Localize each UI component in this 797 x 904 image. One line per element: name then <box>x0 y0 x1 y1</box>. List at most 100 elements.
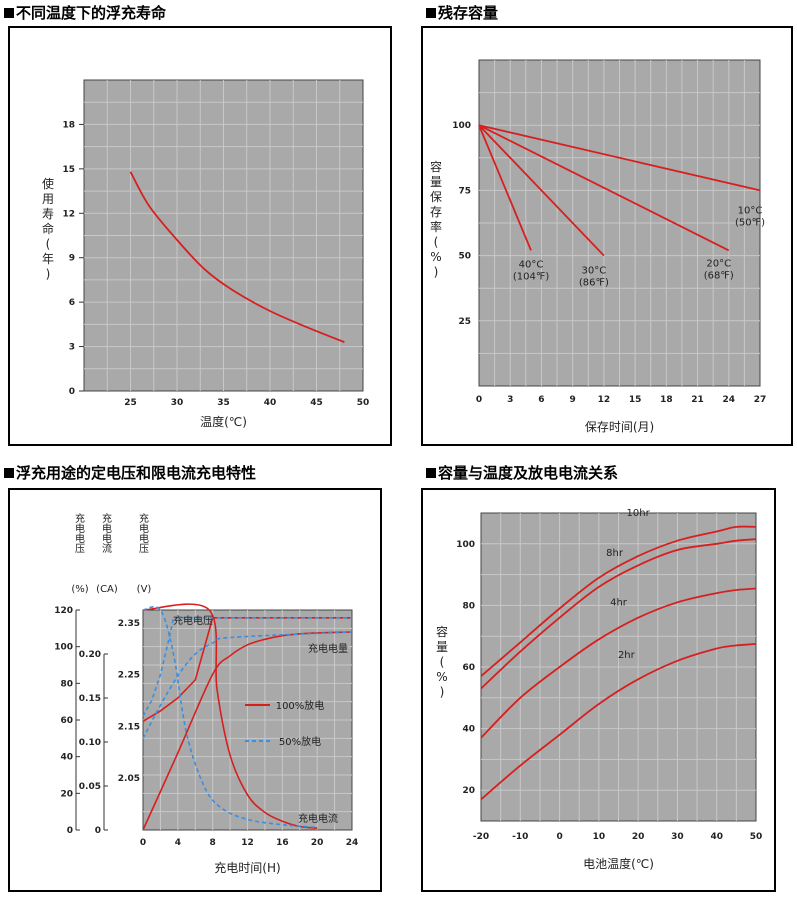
charging-x-tick: 0 <box>140 838 146 848</box>
residual-y-tick: 50 <box>458 252 471 262</box>
residual-temp-label: 30°C <box>582 266 607 277</box>
float-life-y-tick: 3 <box>69 343 75 353</box>
residual-ylabel-char: ) <box>434 265 439 279</box>
capacity-ylabel: 容量(%) <box>436 624 448 699</box>
capacity-y-tick: 20 <box>462 786 475 796</box>
residual-temp-label: 10°C <box>738 205 763 216</box>
charging-x-tick: 12 <box>241 838 254 848</box>
charging-ca-tick: 0.10 <box>79 738 101 748</box>
capacity-line-8hr <box>480 538 757 690</box>
capacity-title-text: 容量与温度及放电电流关系 <box>438 464 619 482</box>
residual-ylabel-char: 容 <box>430 159 442 174</box>
charging-pct-tick: 60 <box>60 716 73 726</box>
capacity-x-tick: 10 <box>593 832 606 842</box>
charging-line-current_50 <box>142 605 318 829</box>
charging-v-tick: 2.15 <box>118 722 140 732</box>
charging-v-unit: (V) <box>137 584 152 595</box>
charging-ca-tick: 0 <box>95 826 101 836</box>
bullet-square-icon <box>426 468 436 478</box>
float-life-x-tick: 25 <box>124 398 137 408</box>
charging-v-tick: 2.25 <box>118 671 140 681</box>
residual-ylabel-char: % <box>430 250 441 264</box>
float-life-ylabel-char: ) <box>46 267 51 281</box>
capacity-ylabel-char: 量 <box>436 640 448 654</box>
charging-line-voltage_50 <box>142 617 352 717</box>
capacity-title: 容量与温度及放电电流关系 <box>426 462 618 483</box>
charging-ca-header-char: 充 <box>102 512 112 525</box>
float-life-y-tick: 15 <box>62 165 75 175</box>
residual-x-tick: 0 <box>476 395 482 405</box>
capacity-series-label: 8hr <box>606 548 624 559</box>
residual-line <box>478 124 532 251</box>
residual-temp-label: 40°C <box>519 259 544 270</box>
residual-ylabel-char: 量 <box>430 175 442 189</box>
residual-fahrenheit-label: (104℉) <box>513 271 550 282</box>
charging-ca-header: 充电电流 <box>102 512 112 555</box>
charging-v-header-char: 电 <box>139 522 149 535</box>
charging-ca-header-char: 电 <box>102 522 112 535</box>
charging-pct-tick: 100 <box>54 643 73 653</box>
charging-v-header-char: 电 <box>139 532 149 545</box>
residual-fahrenheit-label: (50℉) <box>735 217 765 228</box>
float-life-line <box>129 171 345 343</box>
charging-title: 浮充用途的定电压和限电流充电特性 <box>4 462 256 483</box>
residual-x-tick: 15 <box>629 395 642 405</box>
charging-pct-header-char: 压 <box>75 543 85 555</box>
charging-x-tick: 4 <box>175 838 181 848</box>
charging-ca-unit: (CA) <box>96 584 118 595</box>
float-life-x-tick: 50 <box>357 398 370 408</box>
charging-grid <box>143 610 352 830</box>
charging-pct-header-char: 充 <box>75 512 85 525</box>
float-life-ylabel-char: 年 <box>42 252 54 266</box>
float-life-x-tick: 45 <box>310 398 323 408</box>
charging-line-current_100 <box>142 603 318 829</box>
capacity-ylabel-char: ( <box>440 655 445 669</box>
residual-x-tick: 9 <box>570 395 576 405</box>
capacity-x-tick: 30 <box>671 832 684 842</box>
float-life-x-tick: 35 <box>217 398 230 408</box>
charging-v-tick: 2.35 <box>118 619 140 629</box>
float-life-ylabel-char: 寿 <box>42 207 54 221</box>
residual-x-tick: 27 <box>754 395 767 405</box>
charging-pct-header-char: 电 <box>75 532 85 545</box>
charging-v-tick: 2.05 <box>118 774 140 784</box>
bullet-square-icon <box>4 8 14 18</box>
capacity-ylabel-char: 容 <box>436 624 448 639</box>
capacity-x-tick: 50 <box>750 832 763 842</box>
residual-line <box>478 124 761 192</box>
float-life-y-tick: 0 <box>69 387 75 397</box>
bullet-square-icon <box>426 8 436 18</box>
float-life-x-tick: 40 <box>264 398 277 408</box>
capacity-x-tick: 20 <box>632 832 645 842</box>
residual-x-tick: 12 <box>598 395 611 405</box>
capacity-xlabel: 电池温度(℃) <box>583 856 654 871</box>
residual-grid <box>479 60 760 386</box>
float-life-grid <box>84 80 363 391</box>
charging-x-tick: 20 <box>311 838 324 848</box>
charging-x-tick: 24 <box>346 838 359 848</box>
charging-ca-header-char: 电 <box>102 532 112 545</box>
capacity-line-10hr <box>480 525 757 677</box>
residual-ylabel-char: 保 <box>430 190 442 204</box>
charging-pct-tick: 20 <box>60 789 73 799</box>
residual-fahrenheit-label: (86℉) <box>579 278 609 289</box>
charging-pct-tick: 80 <box>60 679 73 689</box>
residual-temp-label: 20°C <box>706 258 731 269</box>
charging-v-header-char: 压 <box>139 543 149 555</box>
float-life-ylabel-char: ( <box>46 237 51 251</box>
capacity-ylabel-char: ) <box>440 685 445 699</box>
charging-ca-header-char: 流 <box>102 542 112 555</box>
residual-y-tick: 25 <box>458 317 471 327</box>
capacity-series-label: 2hr <box>618 650 636 661</box>
capacity-y-tick: 40 <box>462 725 475 735</box>
charging-current-label: 充电电流 <box>298 812 338 825</box>
charging-line-capacity_50 <box>142 631 353 739</box>
charging-title-text: 浮充用途的定电压和限电流充电特性 <box>16 464 257 482</box>
capacity-y-tick: 60 <box>462 663 475 673</box>
residual-ylabel-char: ( <box>434 235 439 249</box>
float-life-y-tick: 9 <box>69 254 75 264</box>
charging-pct-unit: (%) <box>71 584 88 595</box>
